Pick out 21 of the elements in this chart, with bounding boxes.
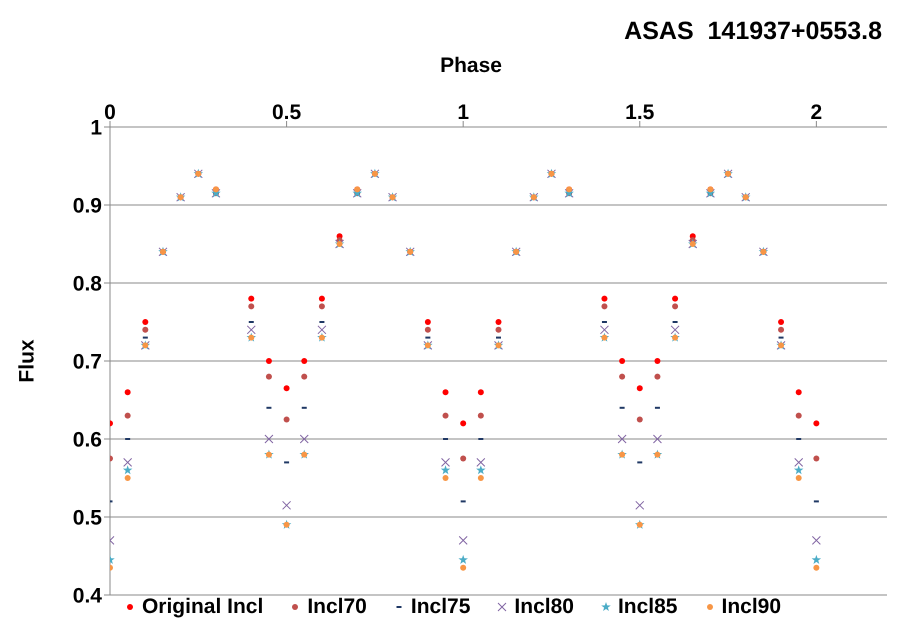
- y-tick-label: 0.6: [72, 428, 102, 452]
- x-axis-title: Phase: [440, 54, 502, 78]
- legend-label: Original Incl: [142, 595, 264, 619]
- legend-label: Incl90: [722, 595, 782, 619]
- legend-label: Incl85: [618, 595, 678, 619]
- y-axis-title: Flux: [15, 339, 38, 383]
- x-tick-label: 1: [457, 101, 470, 124]
- x-tick-label: 0.5: [272, 101, 302, 124]
- y-tick-label: 0.4: [72, 584, 102, 608]
- x-tick-label: 0: [104, 101, 116, 124]
- y-tick-label: 0.7: [72, 350, 102, 374]
- y-tick-label: 0.8: [72, 272, 102, 296]
- legend-label: Incl80: [514, 595, 574, 619]
- y-tick-label: 1: [90, 116, 102, 140]
- y-tick-label: 0.5: [72, 506, 102, 530]
- x-tick-label: 1.5: [625, 101, 655, 124]
- x-tick-label: 2: [810, 101, 822, 124]
- legend-label: Incl70: [307, 595, 367, 619]
- chart-title: ASAS 141937+0553.8: [623, 16, 883, 47]
- y-tick-label: 0.9: [72, 194, 102, 218]
- legend-label: Incl75: [410, 595, 470, 619]
